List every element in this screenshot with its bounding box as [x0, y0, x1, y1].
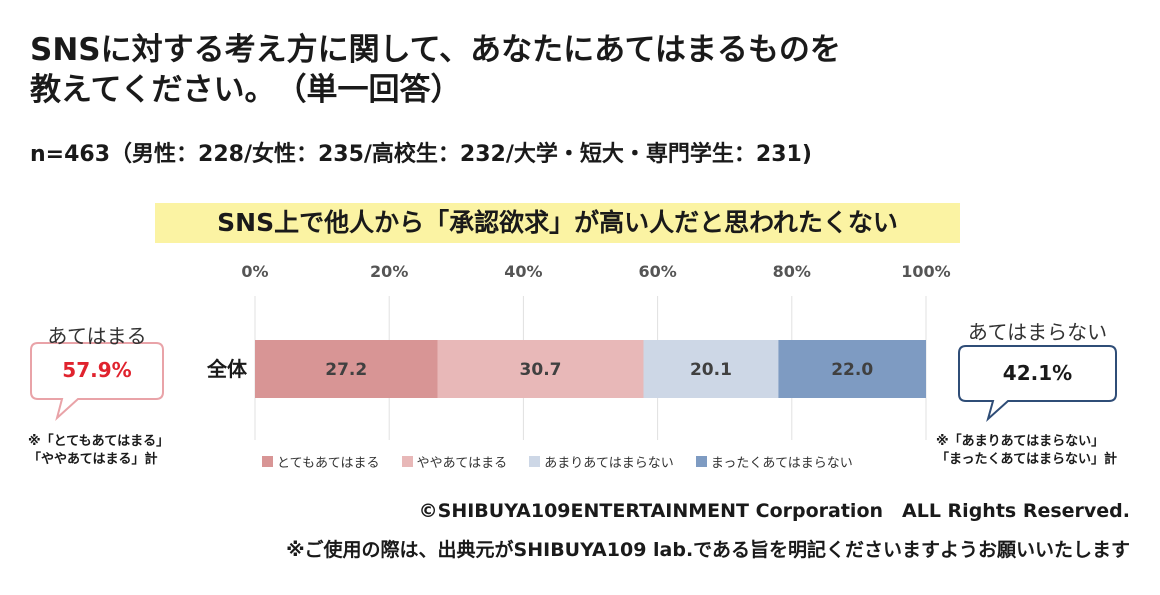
legend-swatch-somewhat-disagree	[529, 456, 541, 467]
data-label: 27.2	[325, 360, 367, 380]
legend-item-somewhat-disagree: あまりあてはまらない	[529, 452, 674, 471]
bar-segment	[778, 340, 926, 398]
x-tick-label: 100%	[901, 262, 950, 281]
legend-swatch-somewhat-agree	[401, 456, 413, 467]
data-label: 20.1	[690, 360, 732, 380]
agree-note-line-1: ※「とてもあてはまる」	[28, 434, 170, 449]
legend-label-somewhat-agree: ややあてはまる	[416, 456, 508, 471]
legend-item-very-agree: とてもあてはまる	[262, 452, 379, 471]
agree-callout-bubble	[30, 342, 164, 421]
x-tick-label: 80%	[773, 262, 811, 281]
legend-item-disagree: まったくあてはまらない	[695, 452, 853, 471]
chart-legend: とてもあてはまる ややあてはまる あまりあてはまらない まったくあてはまらない	[262, 452, 871, 471]
bar-segment	[643, 340, 779, 398]
disagree-callout-label: あてはまらない	[967, 320, 1108, 344]
question-line-2: 教えてください。 （単一回答）	[30, 72, 462, 108]
disagree-note-line-1: ※「あまりあてはまらない」	[936, 434, 1105, 449]
copyright-text: ©SHIBUYA109ENTERTAINMENT Corporation ALL…	[418, 500, 1130, 522]
question-title: SNSに対する考え方に関して、あなたにあてはまるものを 教えてください。 （単一…	[30, 30, 1110, 110]
category-label: 全体	[206, 357, 248, 381]
x-tick-label: 40%	[504, 262, 542, 281]
agree-note: ※「とてもあてはまる」 「ややあてはまる」計	[28, 433, 169, 469]
x-tick-label: 0%	[241, 262, 268, 281]
x-tick-label: 20%	[370, 262, 408, 281]
agree-note-line-2: 「ややあてはまる」計	[28, 452, 158, 467]
disagree-note: ※「あまりあてはまらない」 「まったくあてはまらない」計	[936, 433, 1117, 469]
legend-label-somewhat-disagree: あまりあてはまらない	[544, 456, 674, 471]
agree-callout-value: 57.9%	[62, 358, 132, 382]
legend-swatch-disagree	[695, 456, 707, 467]
bar-segment	[437, 340, 644, 398]
legend-label-very-agree: とてもあてはまる	[277, 456, 380, 471]
bar-segment	[255, 340, 438, 398]
legend-item-somewhat-agree: ややあてはまる	[401, 452, 508, 471]
legend-swatch-very-agree	[262, 456, 273, 467]
usage-notice: ※ご使用の際は、出典元がSHIBUYA109 lab.である旨を明記くださいます…	[286, 539, 1130, 561]
chart-title: SNS上で他人から「承認欲求」が高い人だと思われたくない	[155, 203, 960, 243]
x-tick-label: 60%	[638, 262, 676, 281]
agree-callout-label: あてはまる	[47, 324, 147, 348]
legend-label-disagree: まったくあてはまらない	[710, 456, 853, 471]
data-label: 30.7	[520, 360, 562, 380]
chart-bars: 27.2 30.7 20.1 22.0	[255, 340, 926, 398]
disagree-callout-value: 42.1%	[1002, 361, 1073, 385]
chart-tick-labels: 0% 20% 40% 60% 80% 100%	[241, 262, 950, 281]
question-line-1: SNSに対する考え方に関して、あなたにあてはまるものを	[30, 32, 841, 68]
data-label: 22.0	[831, 360, 873, 380]
disagree-note-line-2: 「まったくあてはまらない」計	[936, 452, 1117, 467]
sample-size: n=463（男性：228/女性：235/高校生：232/大学・短大・専門学生：2…	[30, 142, 812, 167]
chart-category-labels: 全体	[206, 357, 248, 381]
disagree-callout-bubble	[958, 345, 1117, 423]
